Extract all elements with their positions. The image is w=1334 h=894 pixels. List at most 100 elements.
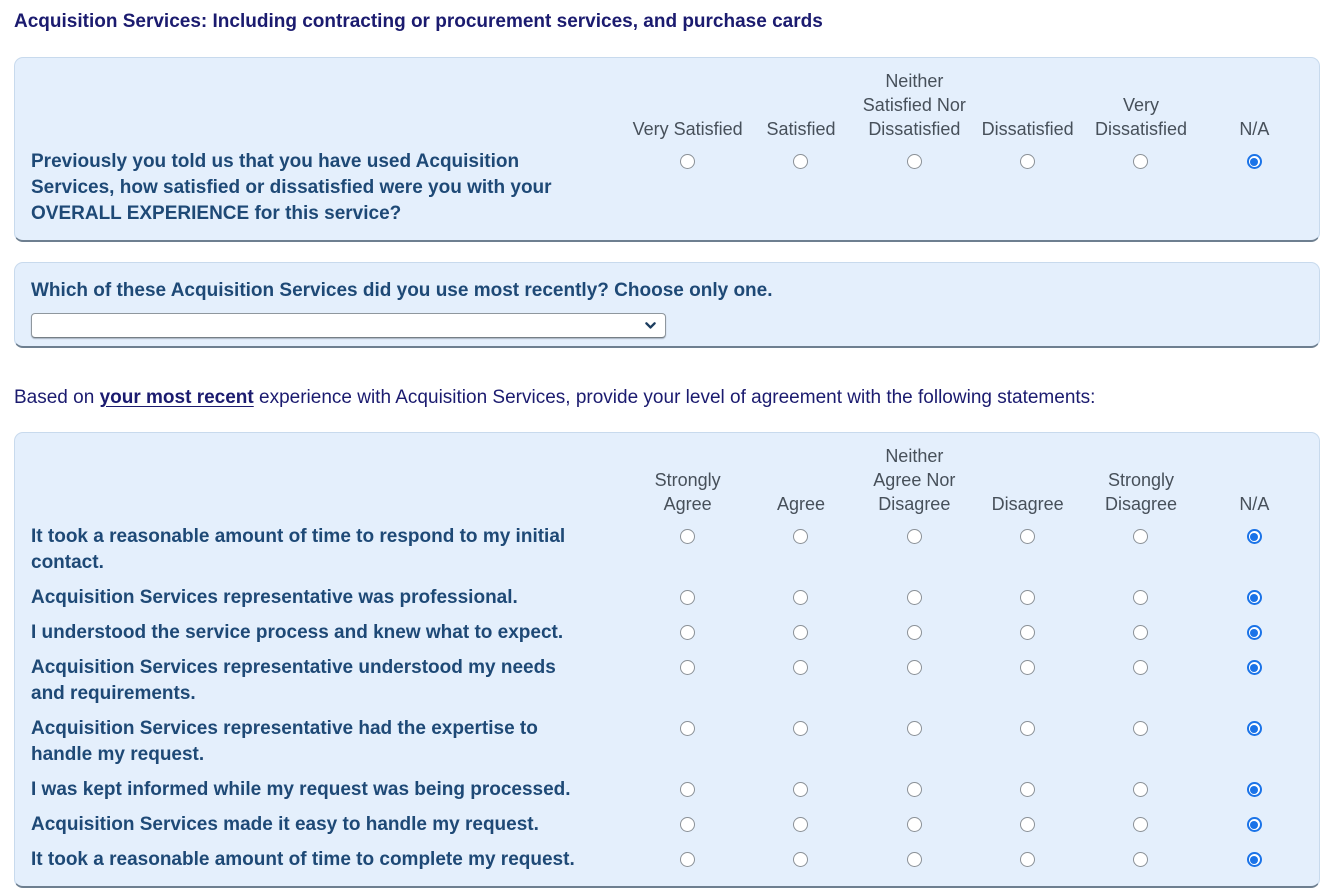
- radio-cell: [1198, 524, 1311, 549]
- radio-cell: [744, 716, 857, 741]
- column-header-line: Disagree: [878, 494, 951, 514]
- column-header-line: Satisfied Nor: [862, 95, 966, 115]
- radio-neither-agree-nor-disagree[interactable]: [906, 852, 922, 867]
- radio-cell: [971, 812, 1084, 837]
- radio-cell: [744, 777, 857, 802]
- satisfaction-matrix-panel: Very Satisfied Satisfied Neither Satisfied …: [14, 57, 1320, 242]
- radio-very-dissatisfied[interactable]: [1133, 154, 1149, 169]
- matrix-row: It took a reasonable amount of time to r…: [15, 524, 1319, 585]
- radio-cell: [1198, 847, 1311, 872]
- radio-disagree[interactable]: [1020, 817, 1036, 832]
- radio-cell: [631, 585, 744, 610]
- radio-strongly-disagree[interactable]: [1133, 529, 1149, 544]
- radio-dissatisfied[interactable]: [1020, 154, 1036, 169]
- radio-cell: [858, 716, 971, 741]
- radio-cell: [744, 585, 857, 610]
- matrix-row: Acquisition Services made it easy to han…: [15, 812, 1319, 847]
- radio-strongly-disagree[interactable]: [1133, 721, 1149, 736]
- radio-strongly-agree[interactable]: [680, 529, 696, 544]
- radio-cell: [971, 777, 1084, 802]
- matrix-row: I was kept informed while my request was…: [15, 777, 1319, 812]
- column-header-strongly-agree: Strongly Agree: [631, 468, 744, 516]
- statement-text: It took a reasonable amount of time to r…: [31, 526, 566, 573]
- column-header-line: Very: [1122, 95, 1159, 115]
- radio-neither-agree-nor-disagree[interactable]: [906, 782, 922, 797]
- radio-very-satisfied[interactable]: [680, 154, 696, 169]
- radio-neither-agree-nor-disagree[interactable]: [906, 529, 922, 544]
- radio-strongly-disagree[interactable]: [1133, 817, 1149, 832]
- radio-cell: [1198, 716, 1311, 741]
- radio-cell: [631, 812, 744, 837]
- radio-n-a-selected[interactable]: [1246, 817, 1262, 832]
- radio-agree[interactable]: [793, 590, 809, 605]
- column-header-line: Disagree: [991, 494, 1064, 514]
- column-header-n-a: N/A: [1198, 117, 1311, 141]
- heading-text-suffix: experience with Acquisition Services, pr…: [253, 387, 1096, 408]
- radio-cell: [971, 585, 1084, 610]
- radio-disagree[interactable]: [1020, 590, 1036, 605]
- radio-n-a-selected[interactable]: [1246, 852, 1262, 867]
- radio-agree[interactable]: [793, 852, 809, 867]
- radio-neither-agree-nor-disagree[interactable]: [906, 721, 922, 736]
- agreement-matrix-panel: Strongly Agree Agree Neither Agree Nor Disagr…: [14, 432, 1320, 888]
- radio-cell: [1198, 655, 1311, 680]
- radio-disagree[interactable]: [1020, 852, 1036, 867]
- radio-n-a-selected[interactable]: [1246, 721, 1262, 736]
- radio-neither-agree-nor-disagree[interactable]: [906, 625, 922, 640]
- radio-strongly-disagree[interactable]: [1133, 660, 1149, 675]
- column-header-line: Strongly: [654, 470, 721, 490]
- radio-cell: [744, 847, 857, 872]
- radio-cell: [1198, 149, 1311, 174]
- radio-strongly-agree[interactable]: [680, 625, 696, 640]
- radio-n-a-selected[interactable]: [1246, 625, 1262, 640]
- radio-agree[interactable]: [793, 625, 809, 640]
- radio-strongly-agree[interactable]: [680, 721, 696, 736]
- radio-disagree[interactable]: [1020, 529, 1036, 544]
- radio-neither-agree-nor-disagree[interactable]: [906, 817, 922, 832]
- radio-cell: [744, 149, 857, 174]
- radio-cell: [971, 149, 1084, 174]
- radio-cell: [858, 149, 971, 174]
- radio-agree[interactable]: [793, 721, 809, 736]
- matrix-row: It took a reasonable amount of time to c…: [15, 847, 1319, 873]
- radio-n-a-selected[interactable]: [1246, 529, 1262, 544]
- radio-strongly-agree[interactable]: [680, 782, 696, 797]
- radio-neither-satisfied-nor-dissatisfied[interactable]: [906, 154, 922, 169]
- column-header-dissatisfied: Dissatisfied: [971, 117, 1084, 141]
- radio-agree[interactable]: [793, 817, 809, 832]
- radio-disagree[interactable]: [1020, 721, 1036, 736]
- matrix-row: I understood the service process and kne…: [15, 620, 1319, 655]
- radio-n-a-selected[interactable]: [1246, 782, 1262, 797]
- radio-n-a-selected[interactable]: [1246, 660, 1262, 675]
- radio-strongly-agree[interactable]: [680, 852, 696, 867]
- radio-satisfied[interactable]: [793, 154, 809, 169]
- service-dropdown[interactable]: [31, 313, 666, 338]
- radio-strongly-agree[interactable]: [680, 660, 696, 675]
- radio-cell: [971, 847, 1084, 872]
- radio-strongly-disagree[interactable]: [1133, 590, 1149, 605]
- radio-cell: [744, 812, 857, 837]
- radio-disagree[interactable]: [1020, 660, 1036, 675]
- radio-n-a-selected[interactable]: [1246, 590, 1262, 605]
- radio-n-a-selected[interactable]: [1246, 154, 1262, 169]
- radio-strongly-agree[interactable]: [680, 817, 696, 832]
- radio-cell: [631, 777, 744, 802]
- radio-cell: [1084, 524, 1197, 549]
- radio-strongly-disagree[interactable]: [1133, 852, 1149, 867]
- radio-cell: [744, 620, 857, 645]
- radio-agree[interactable]: [793, 782, 809, 797]
- column-header-line: Strongly: [1107, 470, 1175, 490]
- radio-cell: [858, 812, 971, 837]
- radio-disagree[interactable]: [1020, 782, 1036, 797]
- radio-strongly-disagree[interactable]: [1133, 782, 1149, 797]
- radio-agree[interactable]: [793, 660, 809, 675]
- radio-neither-agree-nor-disagree[interactable]: [906, 590, 922, 605]
- radio-agree[interactable]: [793, 529, 809, 544]
- radio-strongly-agree[interactable]: [680, 590, 696, 605]
- radio-neither-agree-nor-disagree[interactable]: [906, 660, 922, 675]
- radio-cell: [631, 620, 744, 645]
- radio-strongly-disagree[interactable]: [1133, 625, 1149, 640]
- column-header-line: Satisfied: [766, 119, 836, 139]
- radio-disagree[interactable]: [1020, 625, 1036, 640]
